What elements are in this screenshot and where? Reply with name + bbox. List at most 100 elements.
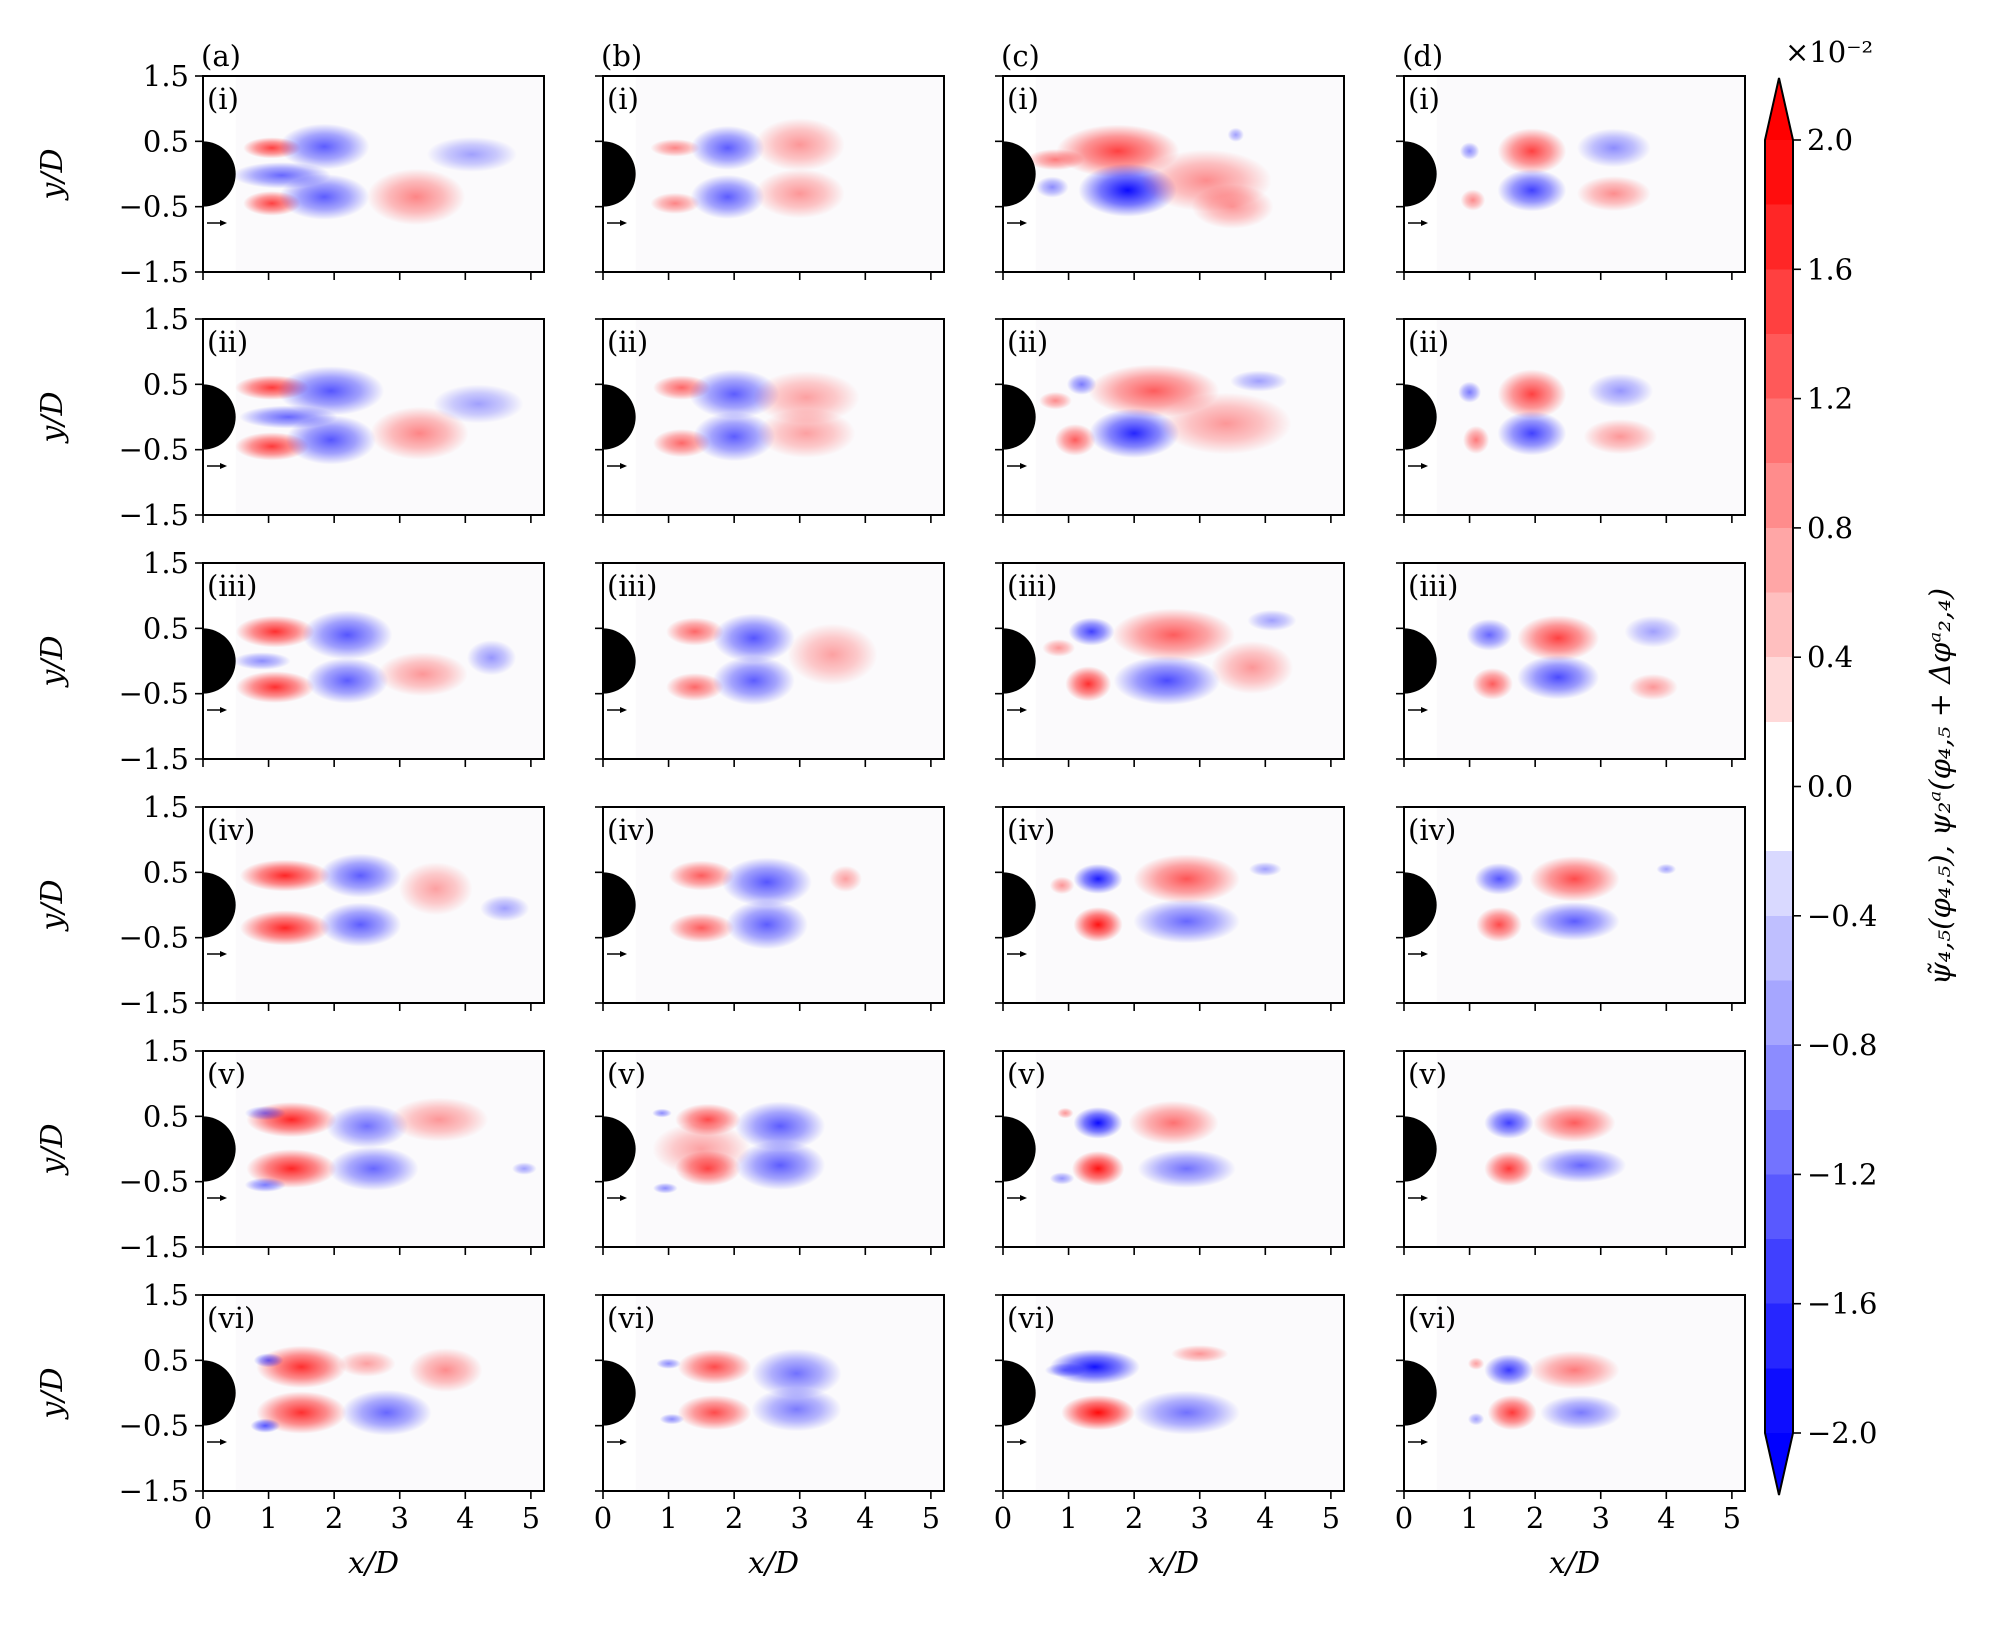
row-label: (ii) (1007, 325, 1048, 359)
positive-contour (666, 673, 724, 702)
y-tick-label: −1.5 (119, 986, 189, 1020)
flow-arrow-head (1421, 1439, 1428, 1445)
y-tick-label: −0.5 (119, 190, 189, 224)
row-label: (i) (1408, 82, 1440, 116)
cylinder (1404, 384, 1437, 450)
negative-contour (1484, 1107, 1534, 1139)
negative-contour (1073, 863, 1123, 894)
y-axis-label: y/D (35, 879, 70, 932)
contour-field (1404, 856, 1677, 943)
positive-contour (1073, 907, 1123, 943)
negative-contour (1089, 408, 1180, 458)
negative-contour (1133, 1390, 1240, 1435)
contour-field (603, 613, 878, 706)
y-tick-label: 0.5 (143, 611, 189, 645)
positive-contour (1467, 1357, 1485, 1370)
panel-b-iii: (iii) (595, 562, 945, 767)
panel-c-iii: (iii) (995, 562, 1345, 767)
panel-frame (202, 1294, 545, 1492)
panel-frame (1002, 1050, 1345, 1248)
negative-contour (1587, 373, 1654, 409)
x-tick-label: 0 (194, 1501, 212, 1535)
colorbar-extend-max (1765, 78, 1793, 140)
panel-c-v: (v) (995, 1050, 1345, 1255)
panel-d-iv: (iv) (1396, 806, 1746, 1011)
panel-frame (202, 806, 545, 1004)
cylinder (603, 628, 636, 694)
y-tick-label: 0.5 (143, 367, 189, 401)
colorbar: 2.0 1.6 1.2 0.8 0.4 0.0 −0.4 −0.8 −1.2 −1.6 −2.0 ×1… (1764, 35, 1957, 1496)
row-label: (v) (1408, 1057, 1447, 1091)
y-tick-label: −1.5 (119, 1474, 189, 1508)
panel-frame (1403, 75, 1746, 273)
colorbar-multiplier: ×10⁻² (1785, 35, 1873, 69)
x-tick-label: 1 (1460, 1501, 1478, 1535)
x-tick-label: 4 (856, 1501, 874, 1535)
negative-contour (1624, 615, 1682, 648)
negative-contour (277, 366, 385, 416)
positive-contour (666, 617, 724, 646)
cylinder (1003, 872, 1036, 938)
panel-a-ii: (ii) 1.5 0.5 −0.5 −1.5 y/D (35, 302, 545, 532)
negative-contour (1576, 128, 1651, 168)
positive-contour (1039, 391, 1072, 410)
cylinder (603, 1116, 636, 1182)
flow-arrow-head (220, 1439, 227, 1445)
negative-contour (712, 613, 795, 663)
y-tick-label: −0.5 (119, 1165, 189, 1199)
row-label: (ii) (607, 325, 648, 359)
positive-contour (1472, 668, 1513, 700)
positive-contour (1061, 1395, 1135, 1431)
colorbar-tick-label: 1.2 (1807, 382, 1853, 416)
panel-c-ii: (ii) (995, 318, 1345, 523)
negative-contour (279, 123, 370, 170)
negative-contour (1044, 1363, 1086, 1378)
negative-contour (690, 174, 765, 219)
positive-contour (1049, 876, 1075, 895)
flow-arrow-head (220, 220, 227, 226)
negative-contour (285, 415, 376, 465)
contour-field (1003, 1100, 1236, 1188)
cylinder (203, 384, 236, 450)
negative-contour (1035, 176, 1069, 198)
panel-frame (1403, 806, 1746, 1004)
contour-field (203, 366, 524, 465)
positive-contour (754, 168, 845, 219)
negative-contour (1497, 411, 1567, 456)
cylinder (603, 141, 636, 207)
contour-field (1003, 854, 1282, 944)
flow-arrow-head (620, 1439, 627, 1445)
negative-contour (433, 384, 524, 424)
flow-arrow-head (220, 707, 227, 713)
panel-frame (602, 806, 945, 1004)
y-tick-label: 0.5 (143, 855, 189, 889)
positive-contour (1065, 666, 1112, 702)
row-label: (iii) (607, 569, 657, 603)
colorbar-tick-label: −0.4 (1807, 899, 1877, 933)
positive-contour (389, 1097, 489, 1142)
panel-a-iv: (iv) 1.5 0.5 −0.5 −1.5 y/D (35, 790, 545, 1020)
positive-contour (652, 1122, 751, 1176)
contour-field (203, 853, 530, 947)
negative-contour (751, 1348, 842, 1399)
y-tick-label: 0.5 (143, 124, 189, 158)
y-tick-label: −1.5 (119, 1230, 189, 1264)
negative-contour (1536, 1147, 1627, 1183)
positive-contour (235, 615, 315, 648)
contour-field (603, 1101, 826, 1194)
positive-contour (1171, 1345, 1229, 1363)
x-tick-label: 3 (1592, 1501, 1610, 1535)
cylinder (203, 141, 236, 207)
positive-contour (1529, 856, 1620, 902)
y-tick-label: −0.5 (119, 433, 189, 467)
field-background (1436, 563, 1745, 759)
negative-contour (725, 899, 808, 950)
positive-contour (1533, 1103, 1616, 1143)
negative-contour (1466, 619, 1513, 651)
flow-arrow-head (620, 951, 627, 957)
row-label: (vi) (607, 1301, 655, 1335)
row-label: (ii) (1408, 325, 1449, 359)
panel-frame (1002, 318, 1345, 516)
panel-a-iii: (iii) 1.5 0.5 −0.5 −1.5 y/D (35, 546, 545, 776)
negative-contour (659, 1413, 685, 1425)
